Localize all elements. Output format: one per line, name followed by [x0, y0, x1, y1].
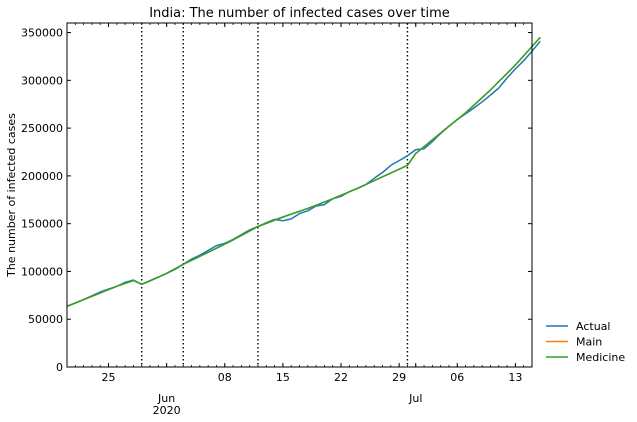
chart-title: India: The number of infected cases over… — [149, 6, 450, 21]
y-tick-label: 350000 — [21, 27, 63, 40]
y-tick-label: 200000 — [21, 170, 63, 183]
legend: Actual Main Medicine — [546, 320, 625, 364]
x-tick-label: 22 — [334, 371, 348, 384]
plot-frame — [66, 22, 533, 368]
y-axis: 0 50000 100000 150000 200000 250000 300000 3500… — [21, 27, 532, 374]
y-tick-label: 150000 — [21, 218, 63, 231]
legend-label-actual: Actual — [576, 320, 610, 333]
y-tick-label: 250000 — [21, 122, 63, 135]
legend-label-main: Main — [576, 336, 602, 349]
series-line-main — [66, 36, 541, 307]
y-tick-label: 100000 — [21, 265, 63, 278]
x-tick-label: 15 — [276, 371, 290, 384]
y-tick-label: 0 — [56, 361, 63, 374]
series-line-medicine — [66, 36, 541, 307]
x-tick-label: 25 — [102, 371, 116, 384]
y-tick-label: 50000 — [28, 313, 63, 326]
x-tick-year-label: 2020 — [153, 404, 181, 417]
x-tick-label: 06 — [450, 371, 464, 384]
plot-content — [66, 23, 541, 367]
legend-label-medicine: Medicine — [576, 351, 625, 364]
x-tick-label: 13 — [508, 371, 522, 384]
x-tick-label: Jul — [408, 392, 422, 405]
y-axis-title: The number of infected cases — [5, 113, 18, 278]
x-tick-label: 29 — [392, 371, 406, 384]
x-tick-label: 08 — [218, 371, 232, 384]
y-tick-label: 300000 — [21, 74, 63, 87]
series-line-actual — [66, 40, 541, 307]
x-tick-label: Jun — [157, 392, 175, 405]
